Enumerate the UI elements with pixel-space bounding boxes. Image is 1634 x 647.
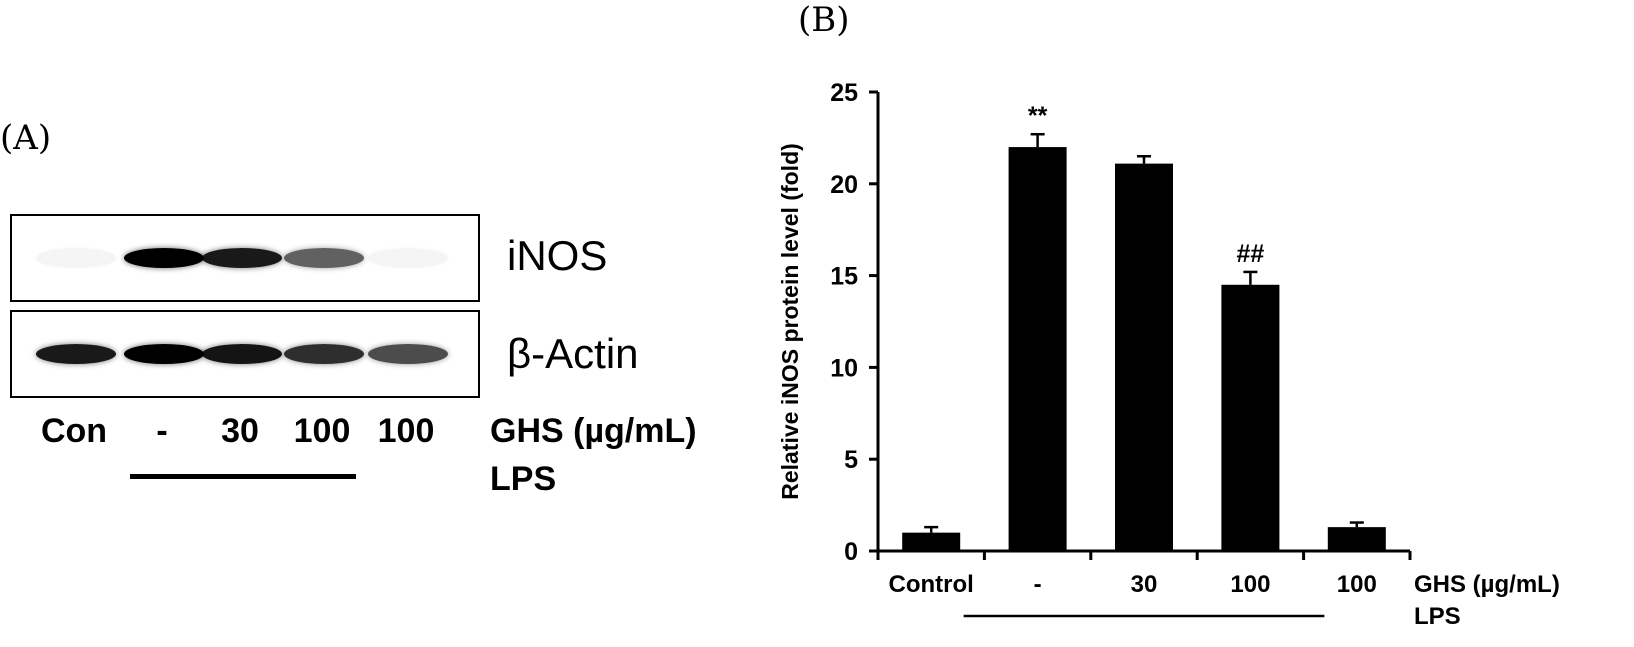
- panel-a-treatment-label: GHS (µg/mL): [490, 412, 697, 450]
- x-tick-label: -: [1034, 571, 1042, 598]
- bar: [902, 532, 961, 551]
- bar: [1221, 284, 1280, 551]
- blot-band: [124, 344, 204, 364]
- y-tick-label: 10: [830, 354, 858, 382]
- blot-band: [36, 248, 116, 268]
- bar: [1327, 527, 1386, 551]
- y-tick-label: 20: [830, 171, 858, 199]
- blot-band: [284, 344, 364, 364]
- significance-annotation: ##: [1236, 240, 1264, 268]
- actin-blot: [10, 310, 480, 398]
- x-tick-label: 30: [1131, 571, 1158, 598]
- x-tick-label: 100: [1337, 571, 1377, 598]
- panel-a-lps-label: LPS: [490, 460, 557, 498]
- inos-blot: [10, 214, 480, 302]
- blot-band: [36, 344, 116, 364]
- bar: [1115, 163, 1173, 551]
- x-tick-label: Control: [889, 571, 974, 598]
- blot-band: [368, 248, 448, 268]
- chart-lps-label: LPS: [1414, 603, 1461, 630]
- actin-blot-label: β-Actin: [507, 330, 639, 377]
- panel-a-lps-line: [130, 474, 356, 479]
- y-tick-label: 25: [830, 79, 858, 107]
- blot-band: [202, 248, 282, 268]
- lane-label-100: 100: [377, 412, 435, 450]
- y-tick-label: 0: [844, 538, 858, 566]
- blot-band: [368, 344, 448, 364]
- significance-annotation: **: [1028, 102, 1048, 130]
- x-tick-label: 100: [1230, 571, 1270, 598]
- y-tick-label: 5: [844, 446, 858, 474]
- panel-a-label: (A): [0, 118, 52, 158]
- blot-band: [284, 248, 364, 268]
- y-tick-label: 15: [830, 263, 858, 291]
- lane-label-lps-only: -: [156, 412, 168, 450]
- bar: [1008, 147, 1067, 551]
- lane-label-100-lps: 100: [293, 412, 351, 450]
- y-axis-label: Relative iNOS protein level (fold): [777, 143, 803, 500]
- panel-b-label: (B): [798, 0, 850, 40]
- blot-band: [202, 344, 282, 364]
- lane-label-30: 30: [221, 412, 259, 450]
- inos-blot-label: iNOS: [507, 232, 608, 279]
- chart-treatment-label: GHS (µg/mL): [1414, 571, 1560, 598]
- blot-band: [124, 248, 204, 268]
- lane-label-con: Con: [40, 412, 108, 450]
